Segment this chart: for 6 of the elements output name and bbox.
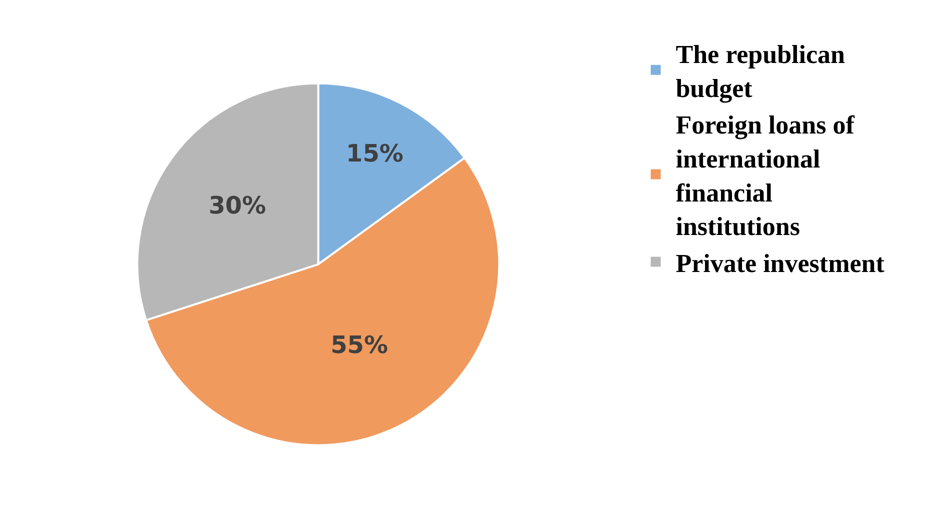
- data-label: 30%: [208, 191, 266, 220]
- legend-label: Foreign loans of international financial institutions: [676, 110, 855, 242]
- data-label: 55%: [330, 330, 388, 359]
- data-label: 15%: [346, 139, 404, 168]
- legend-label: The republican budget: [676, 40, 846, 103]
- legend-label: Private investment: [676, 248, 885, 278]
